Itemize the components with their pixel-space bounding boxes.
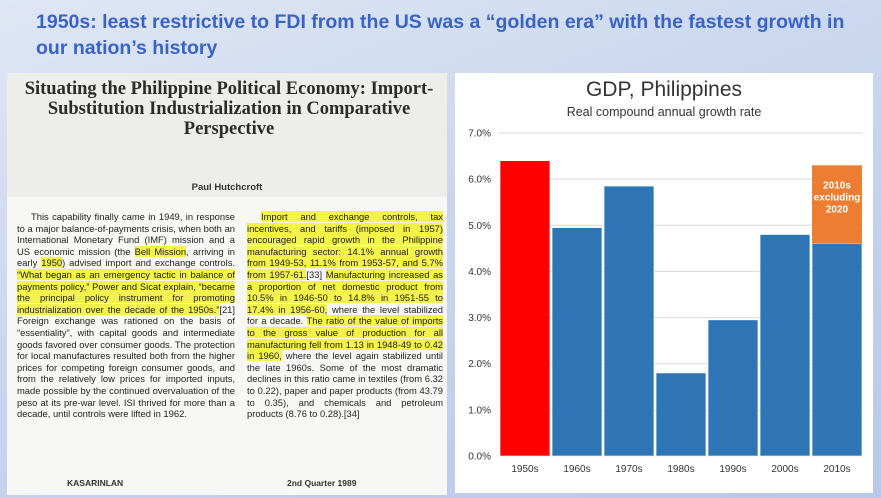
x-tick-label: 1980s [667, 464, 694, 475]
right-column-text-segment: where the level again stabilized until t… [247, 350, 443, 420]
right-column-text-segment: [33] [306, 268, 326, 280]
journal-issue: 2nd Quarter 1989 [287, 478, 357, 488]
chart-title: GDP, Philippines [585, 78, 743, 101]
y-tick-label: 2.0% [468, 359, 491, 370]
y-tick-label: 6.0% [468, 175, 491, 186]
bar-2010s [811, 243, 863, 457]
paper-title: Situating the Philippine Political Econo… [24, 79, 434, 139]
paper-left-column: This capability finally came in 1949, in… [17, 211, 235, 420]
x-tick-label: 1950s [511, 464, 538, 475]
left-column-text-segment: 1950 [41, 257, 63, 269]
x-tick-label: 2010s [823, 464, 850, 475]
bar-1990s [707, 319, 759, 457]
journal-name: KASARINLAN [67, 478, 124, 488]
gdp-bar-chart: 0.0% 1.0% 2.0% 3.0% 4.0% 5.0% 6.0% 7.0% 1950s 196… [468, 129, 863, 475]
y-tick-label: 4.0% [468, 267, 491, 278]
y-tick-label: 3.0% [468, 313, 491, 324]
y-tick-label: 7.0% [468, 129, 491, 140]
y-tick-label: 0.0% [468, 452, 491, 463]
x-tick-label: 1990s [719, 464, 746, 475]
left-column-text-segment: [21] Foreign exchange was rationed on th… [17, 303, 235, 420]
slide-title: 1950s: least restrictive to FDI from the… [36, 11, 845, 59]
left-column-text-segment: , arriving in early [17, 245, 236, 269]
bar-2010s-extra [812, 165, 862, 244]
left-column-text-segment: Bell Mission [134, 245, 187, 257]
right-column-text-segment: where the level stabilized for a decade. [247, 303, 443, 327]
left-column-text-segment: ) advised import and exchange controls. [62, 257, 235, 269]
bar-annotation: 2020 [826, 204, 849, 215]
paper-footer: KASARINLAN 2nd Quarter 1989 [67, 478, 397, 488]
x-tick-label: 1970s [615, 464, 642, 475]
bar-1950s [499, 160, 551, 457]
bar-2000s [759, 234, 811, 457]
gdp-chart-panel: 0.0% 1.0% 2.0% 3.0% 4.0% 5.0% 6.0% 7.0% 1950s 196… [455, 73, 873, 493]
paper-author: Paul Hutchcroft [191, 182, 263, 193]
bar-annotation: 2010s [823, 180, 851, 191]
y-tick-label: 5.0% [468, 221, 491, 232]
x-tick-label: 2000s [771, 464, 798, 475]
bar-1980s [655, 372, 707, 457]
bar-annotation: excluding [814, 192, 861, 203]
bar-1960s [551, 227, 603, 457]
left-column-text-segment: “What began as an emergency tactic in ba… [17, 268, 235, 315]
chart-subtitle: Real compound annual growth rate [566, 105, 762, 119]
x-tick-label: 1960s [563, 464, 590, 475]
right-column-text-segment: Import and exchange controls, tax incent… [247, 211, 443, 280]
paper-header: Situating the Philippine Political Econo… [7, 73, 447, 197]
paper-excerpt: Situating the Philippine Political Econo… [7, 73, 447, 495]
y-tick-label: 1.0% [468, 405, 491, 416]
bar-1970s [603, 185, 655, 457]
paper-right-column: Import and exchange controls, tax incent… [247, 211, 443, 420]
left-column-text-segment: This capability finally came in 1949, in… [17, 211, 235, 257]
